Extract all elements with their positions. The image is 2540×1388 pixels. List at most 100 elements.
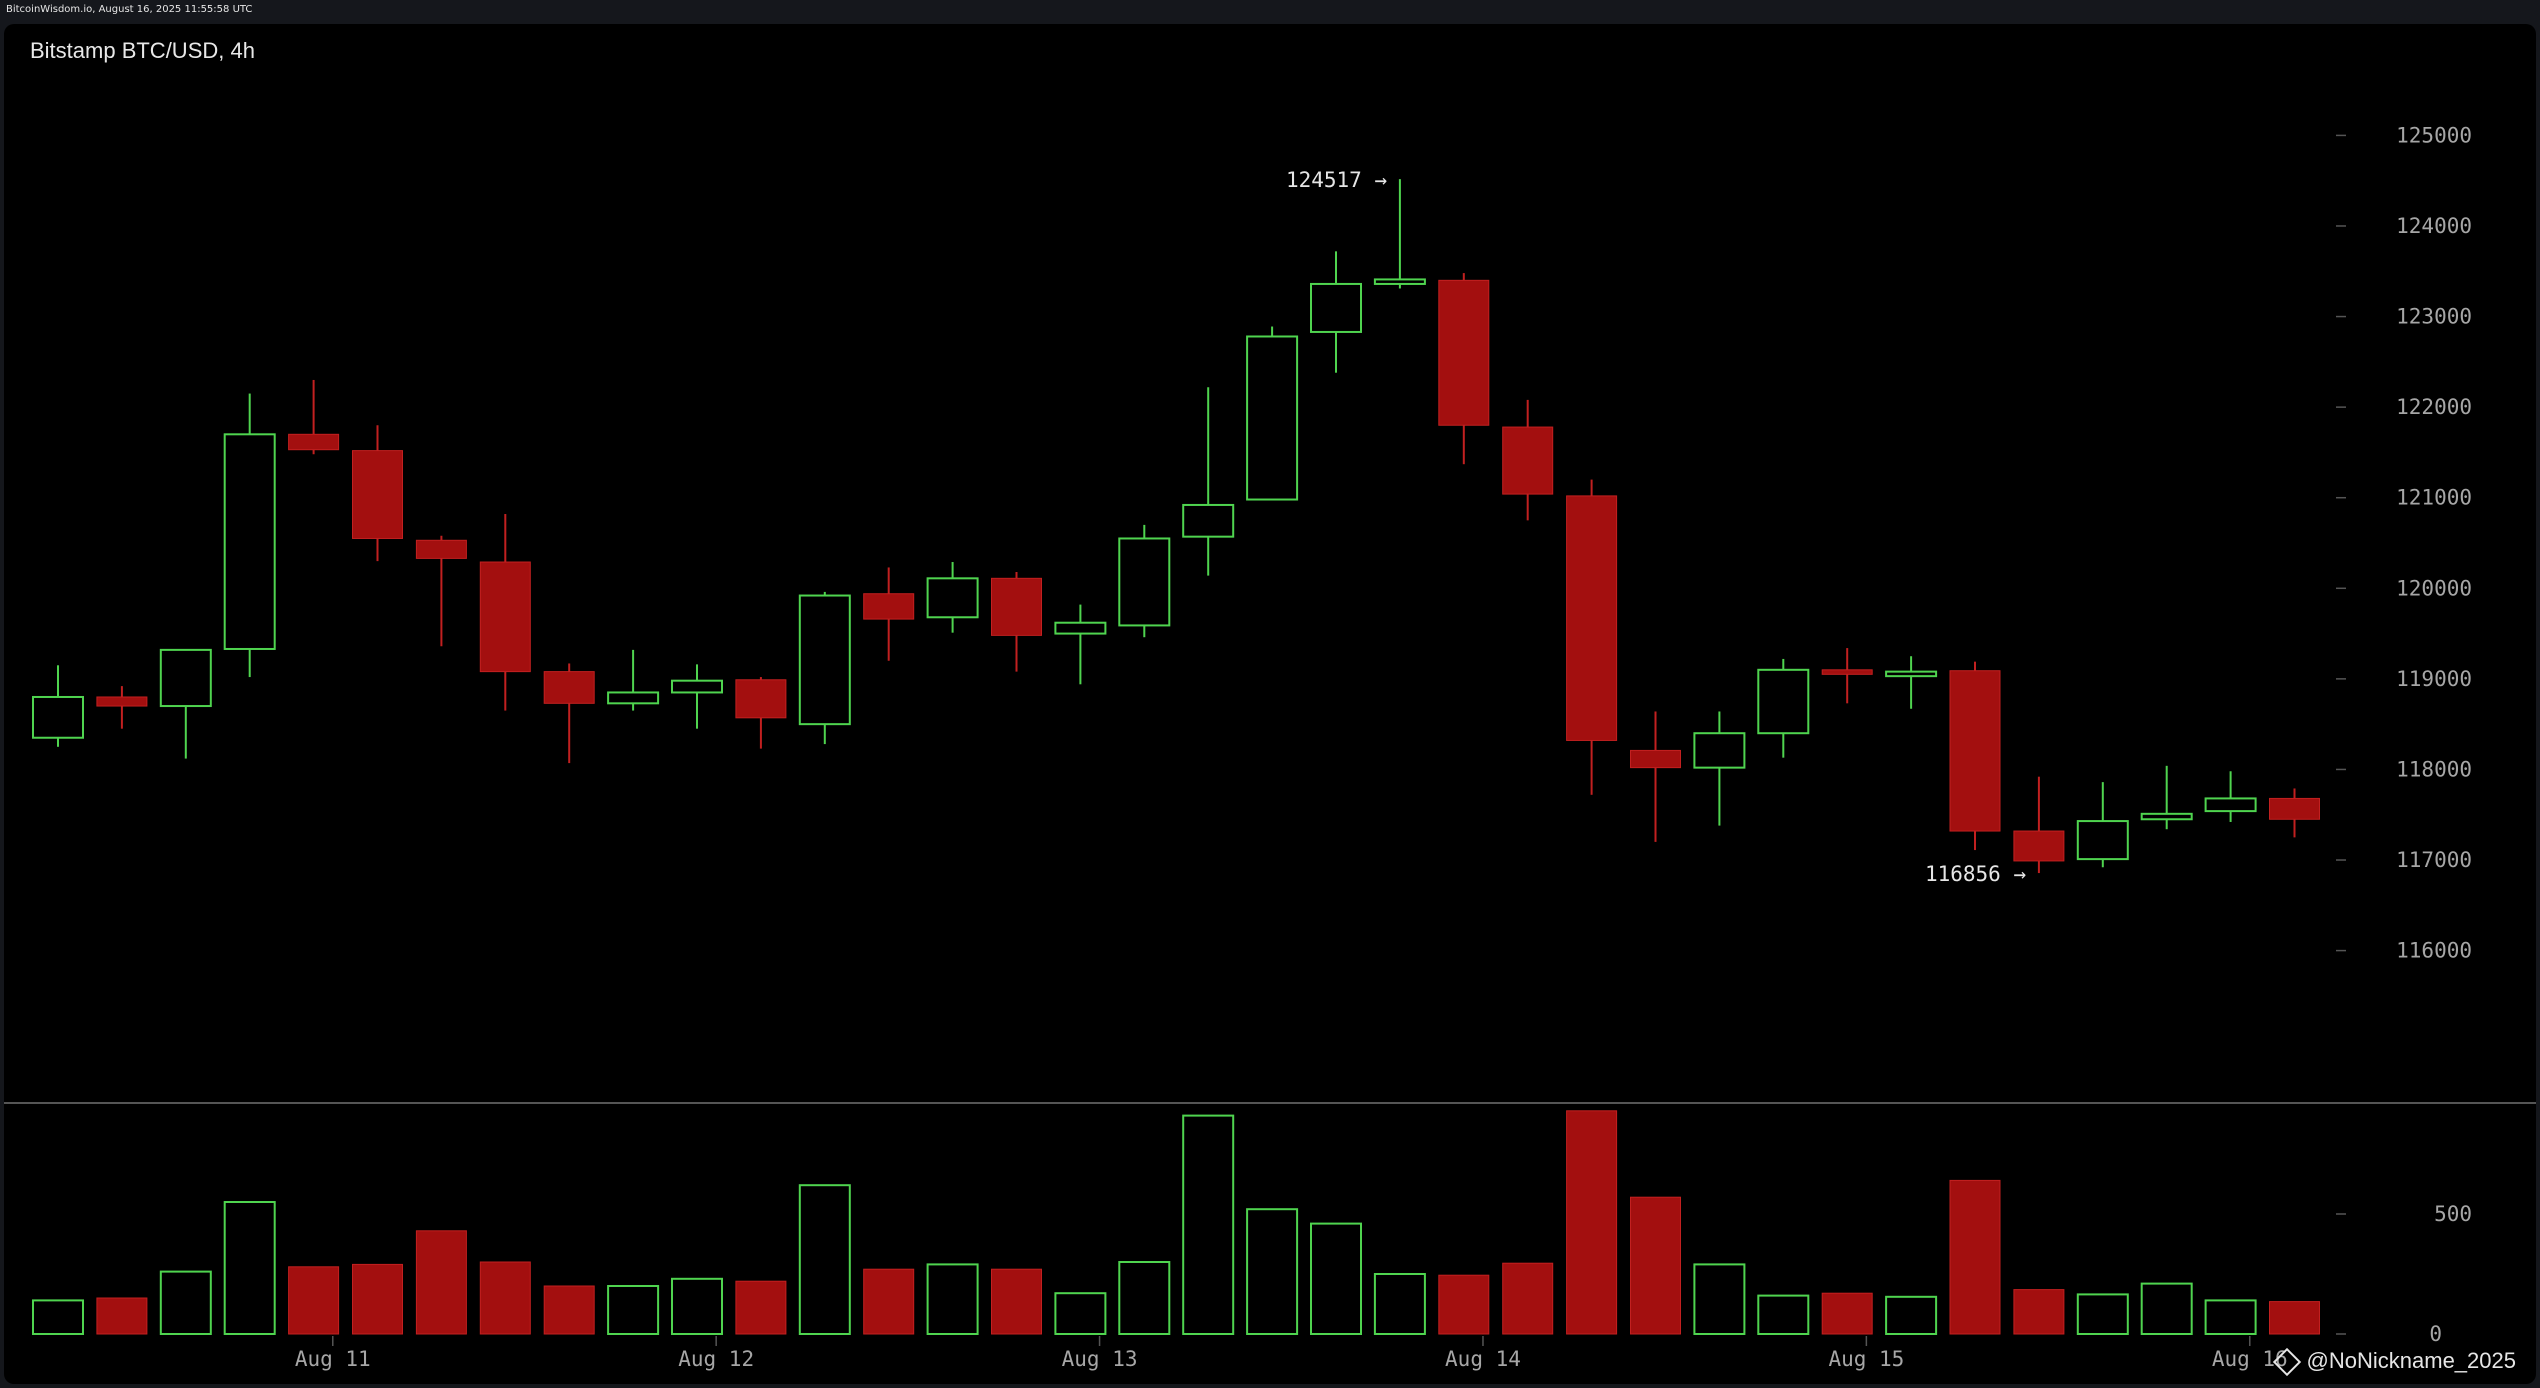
volume-bar-down[interactable] <box>1821 1292 1873 1335</box>
candle[interactable] <box>1118 524 1171 638</box>
candle[interactable] <box>159 648 212 759</box>
volume-bar-down[interactable] <box>415 1230 467 1335</box>
candle-body-up <box>159 648 212 708</box>
volume-bar-up[interactable] <box>32 1299 84 1336</box>
time-axis: Aug 11 Aug 12 Aug 13 Aug 14 Aug 15 Aug 16 <box>295 1336 2288 1371</box>
volume-bar-up[interactable] <box>1373 1273 1426 1335</box>
candle[interactable] <box>1566 479 1618 795</box>
volume-bar-up[interactable] <box>926 1263 979 1336</box>
volume-bar-down[interactable] <box>1949 1179 2001 1335</box>
candle[interactable] <box>926 562 979 633</box>
candle[interactable] <box>96 686 148 729</box>
volume-bar-up[interactable] <box>2140 1282 2193 1335</box>
candle[interactable] <box>1438 273 1490 465</box>
candle-body-up <box>1054 621 1107 635</box>
candle[interactable] <box>2140 765 2193 830</box>
volume-bar-up[interactable] <box>607 1285 660 1335</box>
candle[interactable] <box>1885 656 1938 709</box>
volume-bar-up[interactable] <box>798 1184 851 1335</box>
volume-bar-down[interactable] <box>735 1280 787 1335</box>
candle[interactable] <box>1949 661 2001 851</box>
candle-body-up <box>1757 668 1810 735</box>
volume-bar-up[interactable] <box>1246 1208 1299 1335</box>
candle-body-up <box>2204 797 2257 813</box>
chart-panel[interactable]: 125000 124000 123000 122000 121000 120000 1190… <box>4 24 2536 1384</box>
candle[interactable] <box>1182 387 1235 576</box>
price-tick-label: 116000 <box>2396 939 2472 963</box>
source-timestamp: BitcoinWisdom.io, August 16, 2025 11:55:… <box>6 4 253 15</box>
volume-bar-up[interactable] <box>671 1277 723 1336</box>
candle-body-down <box>352 450 403 539</box>
candle[interactable] <box>863 567 915 661</box>
volume-bar-down[interactable] <box>2269 1301 2320 1335</box>
candle[interactable] <box>1757 658 1810 758</box>
candle[interactable] <box>479 514 531 711</box>
volume-bar-down[interactable] <box>1502 1262 1554 1335</box>
volume-bar-up[interactable] <box>1054 1292 1107 1335</box>
candlestick-series <box>32 179 2320 874</box>
candle[interactable] <box>991 571 1042 672</box>
price-tick-label: 125000 <box>2396 123 2472 147</box>
candle[interactable] <box>798 591 851 745</box>
candle[interactable] <box>671 664 723 729</box>
candle-body-down <box>735 679 787 719</box>
candle-body-down <box>1821 669 1873 675</box>
candle[interactable] <box>1373 179 1426 289</box>
candle[interactable] <box>352 425 403 562</box>
volume-tick-label: 500 <box>2434 1202 2472 1226</box>
candle[interactable] <box>1502 399 1554 521</box>
candle[interactable] <box>1821 648 1873 704</box>
candle[interactable] <box>1054 604 1107 685</box>
volume-bar-down[interactable] <box>863 1268 915 1335</box>
candle-body-up <box>2140 812 2193 821</box>
candle[interactable] <box>288 379 340 455</box>
candle-body-down <box>288 433 340 451</box>
volume-bar-down[interactable] <box>479 1261 531 1335</box>
chart-canvas[interactable]: 125000 124000 123000 122000 121000 120000 1190… <box>4 24 2536 1384</box>
volume-bar-up[interactable] <box>1118 1261 1171 1335</box>
volume-bar-up[interactable] <box>1693 1263 1746 1336</box>
volume-bar-up[interactable] <box>1310 1222 1362 1335</box>
volume-series <box>32 1110 2320 1336</box>
volume-bar-down[interactable] <box>1630 1196 1681 1335</box>
candle-body-up <box>607 691 660 705</box>
candle-body-up <box>1118 537 1171 627</box>
candle[interactable] <box>735 677 787 749</box>
volume-bar-up[interactable] <box>2204 1299 2257 1336</box>
candle[interactable] <box>543 663 595 764</box>
volume-bar-up[interactable] <box>1182 1114 1235 1335</box>
candle[interactable] <box>607 649 660 711</box>
volume-bar-down[interactable] <box>352 1263 403 1335</box>
candle[interactable] <box>2013 776 2065 874</box>
price-tick-label: 119000 <box>2396 667 2472 691</box>
volume-bar-up[interactable] <box>159 1270 212 1335</box>
candle[interactable] <box>32 665 84 747</box>
volume-bar-down[interactable] <box>543 1285 595 1335</box>
price-axis-ticks: 125000 124000 123000 122000 121000 120000 1190… <box>2336 123 2472 963</box>
volume-bar-up[interactable] <box>223 1201 276 1335</box>
candle[interactable] <box>415 535 467 647</box>
volume-bar-down[interactable] <box>288 1266 340 1335</box>
candle[interactable] <box>223 393 276 678</box>
candle[interactable] <box>2269 788 2320 838</box>
price-tick-label: 118000 <box>2396 757 2472 781</box>
volume-bar-down[interactable] <box>991 1268 1042 1335</box>
volume-bar-up[interactable] <box>1757 1294 1810 1335</box>
candle[interactable] <box>2204 771 2257 822</box>
volume-bar-up[interactable] <box>2076 1293 2129 1336</box>
candle[interactable] <box>1630 711 1681 842</box>
volume-bar-down[interactable] <box>2013 1289 2065 1335</box>
candle[interactable] <box>1246 326 1299 501</box>
candle[interactable] <box>2076 782 2129 868</box>
volume-bar-up[interactable] <box>1885 1295 1938 1336</box>
volume-bar-down[interactable] <box>1566 1110 1618 1335</box>
candle[interactable] <box>1310 251 1362 373</box>
candle-body-down <box>991 577 1042 636</box>
volume-bar-down[interactable] <box>96 1297 148 1335</box>
candle[interactable] <box>1693 711 1746 826</box>
candle-body-down <box>863 593 915 620</box>
candle-body-up <box>1373 278 1426 285</box>
candle-body-down <box>1566 495 1618 741</box>
volume-bar-down[interactable] <box>1438 1274 1490 1335</box>
watermark: @NoNickname_2025 <box>2272 1348 2516 1377</box>
